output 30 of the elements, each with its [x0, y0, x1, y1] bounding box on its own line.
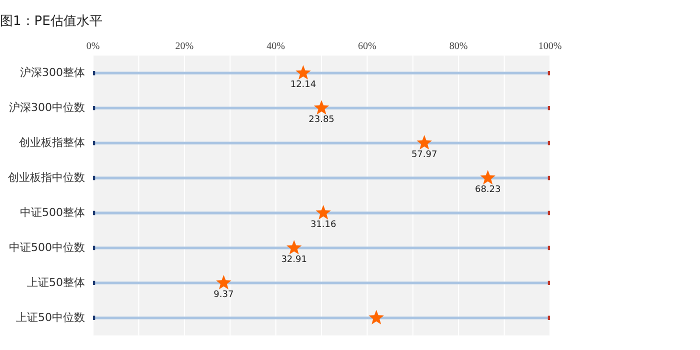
annotation: 31.16 — [310, 220, 336, 230]
annotation: 12.14 — [290, 80, 316, 90]
point — [296, 65, 311, 80]
x-tick-label: 0% — [86, 41, 100, 52]
point — [416, 135, 432, 150]
point — [216, 274, 232, 290]
point — [314, 100, 330, 115]
annotation: 57.97 — [411, 150, 438, 160]
annotation: 32.91 — [281, 254, 307, 265]
y-tick-label: 中证500中位数 — [9, 240, 85, 254]
x-tick-label: 40% — [266, 41, 285, 52]
chart-title: 图1：PE估值水平 — [0, 14, 102, 30]
y-tick-label: 创业板指整体 — [19, 136, 85, 149]
annotation: 23.85 — [308, 114, 334, 125]
point — [316, 204, 331, 220]
point — [286, 240, 302, 254]
x-tick-label: 100% — [538, 41, 562, 52]
annotation: 9.37 — [214, 290, 234, 300]
y-tick-label: 沪深300整体 — [20, 66, 85, 79]
point — [368, 310, 384, 324]
y-tick-label: 上证50中位数 — [16, 310, 85, 324]
y-tick-label: 中证500整体 — [20, 206, 85, 219]
y-tick-label: 沪深300中位数 — [9, 100, 85, 114]
x-tick-label: 20% — [175, 41, 194, 52]
y-tick-label: 创业板指中位数 — [8, 170, 85, 184]
annotation: 68.23 — [474, 184, 501, 195]
point — [480, 170, 496, 184]
x-tick-label: 60% — [358, 41, 376, 52]
x-tick-label: 80% — [449, 41, 468, 52]
y-tick-label: 上证50整体 — [27, 276, 85, 289]
